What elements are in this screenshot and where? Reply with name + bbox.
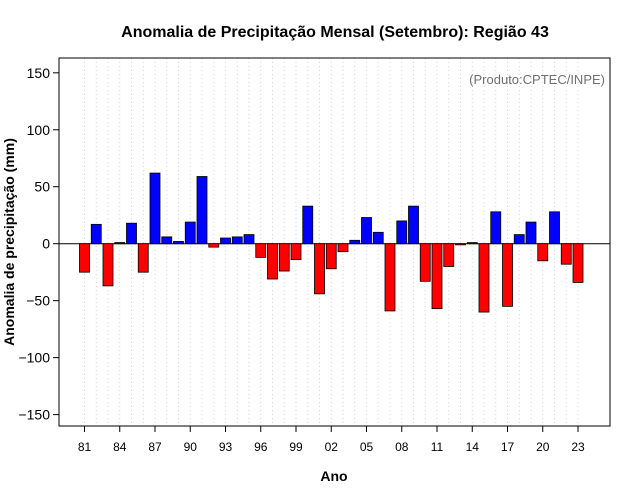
bar-2015 [478, 243, 490, 313]
bar-1998 [278, 243, 290, 272]
x-tick-label: 05 [360, 440, 374, 454]
x-tick-label: 02 [325, 440, 339, 454]
bar-1985 [126, 222, 137, 245]
bar-1981 [79, 243, 90, 273]
bar-1997 [267, 243, 278, 280]
y-tick-label: 0 [42, 236, 50, 252]
y-axis-title: Anomalia de precipitação (mm) [1, 138, 17, 346]
x-tick-label: 14 [466, 440, 480, 454]
bar-2006 [372, 231, 384, 245]
bar-1987 [149, 172, 161, 245]
bar-2023 [572, 243, 584, 283]
x-tick-label: 20 [536, 440, 550, 454]
bars [79, 172, 584, 313]
bar-1988 [161, 236, 173, 245]
x-tick-label: 90 [184, 440, 198, 454]
y-tick-label: −150 [18, 407, 50, 423]
y-tick-label: −50 [26, 293, 50, 309]
bar-1991 [196, 176, 208, 245]
bar-2013 [455, 243, 466, 246]
bar-2019 [525, 221, 537, 245]
x-tick-label: 23 [571, 440, 585, 454]
bar-1983 [102, 243, 114, 287]
bar-2008 [396, 220, 408, 245]
bar-1995 [243, 234, 255, 245]
x-tick-label: 87 [148, 440, 162, 454]
y-tick-label: 100 [27, 122, 51, 138]
bar-2005 [361, 217, 372, 245]
x-axis: 81 84 87 90 93 96 99 02 05 08 11 14 17 20 23 [78, 426, 585, 454]
x-tick-label: 08 [395, 440, 409, 454]
bar-1989 [173, 241, 184, 245]
bar-2000 [302, 205, 314, 245]
x-tick-label: 84 [113, 440, 127, 454]
bar-2009 [408, 205, 419, 245]
bar-1990 [184, 221, 196, 245]
bar-1982 [90, 223, 102, 245]
x-tick-label: 17 [501, 440, 515, 454]
bar-1994 [231, 236, 243, 245]
y-tick-label: −100 [18, 350, 50, 366]
bar-2011 [431, 243, 443, 310]
bar-2017 [502, 243, 513, 307]
bar-1999 [290, 243, 302, 261]
x-tick-label: 96 [254, 440, 268, 454]
bar-2007 [384, 243, 396, 312]
bar-2002 [325, 243, 337, 270]
bar-2004 [349, 239, 361, 245]
x-tick-label: 81 [78, 440, 92, 454]
bar-2003 [337, 243, 349, 253]
bar-2022 [560, 243, 572, 265]
source-annotation: (Produto:CPTEC/INPE) [469, 72, 605, 87]
x-tick-label: 93 [219, 440, 233, 454]
y-tick-label: 50 [34, 179, 50, 195]
bar-2016 [490, 211, 502, 245]
bar-2010 [419, 243, 431, 282]
bar-2021 [549, 211, 560, 245]
bar-1984 [114, 242, 126, 245]
bar-1986 [137, 243, 149, 273]
bar-2001 [314, 243, 325, 295]
plot-frame [58, 57, 611, 427]
bar-2020 [537, 243, 549, 262]
x-tick-label: 99 [289, 440, 303, 454]
bar-1992 [208, 243, 220, 248]
x-axis-title: Ano [320, 468, 347, 484]
bar-2018 [513, 234, 525, 245]
chart-title: Anomalia de Precipitação Mensal (Setembr… [121, 24, 549, 41]
bar-2012 [443, 243, 455, 267]
y-tick-label: 150 [27, 65, 51, 81]
bar-1993 [220, 237, 231, 245]
x-tick-label: 11 [431, 440, 444, 454]
bar-1996 [255, 243, 267, 258]
bar-2014 [466, 242, 478, 245]
y-axis: −150 −100 −50 0 50 100 150 [18, 65, 59, 423]
